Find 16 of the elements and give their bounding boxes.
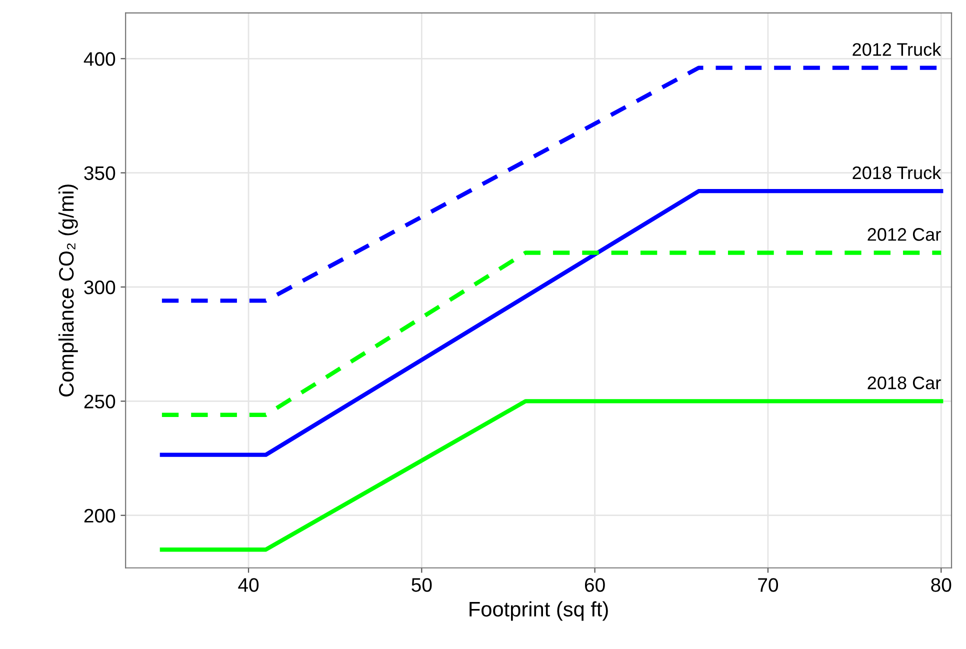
series-label: 2018 Car bbox=[868, 376, 941, 390]
x-axis-title: Footprint (sq ft) bbox=[470, 601, 608, 621]
series-label: 2018 Truck bbox=[852, 166, 942, 180]
x-tick-label: 50 bbox=[412, 578, 432, 592]
y-axis-title: Compliance CO₂ (g/mi) bbox=[58, 184, 78, 396]
y-tick-label: 300 bbox=[84, 280, 116, 294]
series-label: 2012 Car bbox=[868, 228, 941, 241]
y-tick-label: 400 bbox=[84, 52, 116, 66]
y-tick-label: 350 bbox=[84, 166, 116, 180]
x-tick-label: 80 bbox=[931, 578, 952, 592]
x-tick-label: 40 bbox=[238, 578, 259, 592]
y-tick-label: 250 bbox=[84, 394, 116, 408]
x-tick-label: 60 bbox=[584, 578, 605, 592]
series-label: 2012 Truck bbox=[852, 42, 942, 56]
y-tick-label: 200 bbox=[84, 508, 116, 523]
x-tick-label: 70 bbox=[758, 578, 778, 592]
